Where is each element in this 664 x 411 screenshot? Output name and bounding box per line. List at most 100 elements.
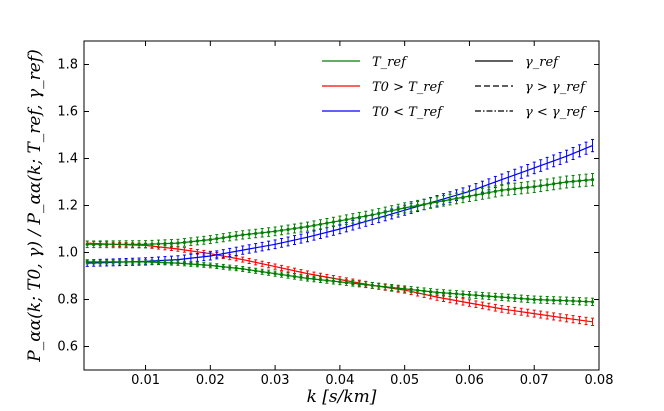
data-point — [92, 242, 96, 246]
data-point — [208, 263, 212, 268]
data-point — [195, 239, 199, 243]
data-point — [338, 280, 342, 284]
data-point — [454, 196, 459, 201]
data-point — [441, 199, 446, 203]
data-point — [493, 295, 497, 299]
data-point — [254, 231, 258, 236]
data-point — [111, 242, 115, 246]
data-point — [182, 240, 187, 244]
data-point — [370, 283, 374, 287]
legend-item: γ_ref — [475, 55, 560, 70]
data-point — [487, 294, 491, 298]
x-tick-label: 0.07 — [520, 373, 549, 388]
data-point — [409, 205, 413, 209]
data-point — [357, 215, 361, 219]
data-point — [390, 209, 394, 213]
data-point — [176, 241, 180, 245]
legend-item: T0 < T_ref — [322, 105, 444, 120]
data-point — [396, 207, 400, 211]
data-point — [267, 271, 271, 275]
data-point — [448, 291, 452, 295]
data-point — [539, 298, 543, 302]
data-point — [247, 268, 251, 272]
data-point — [500, 188, 504, 192]
data-point — [506, 296, 510, 300]
data-point — [195, 262, 199, 267]
data-point — [422, 202, 426, 206]
data-point — [312, 277, 316, 281]
series-line — [87, 145, 593, 264]
data-point — [150, 242, 154, 246]
y-tick-label: 1.4 — [57, 152, 78, 167]
data-point — [260, 231, 264, 235]
data-point — [292, 274, 297, 279]
data-point — [428, 290, 433, 294]
data-point — [163, 261, 167, 265]
data-point — [396, 286, 400, 290]
data-point — [519, 296, 523, 301]
data-point — [182, 261, 187, 266]
data-point — [441, 291, 446, 295]
data-point — [260, 270, 264, 274]
data-point — [558, 181, 562, 185]
data-point — [357, 282, 361, 286]
data-point — [351, 216, 355, 221]
data-point — [513, 296, 517, 300]
data-point — [552, 298, 556, 302]
data-point — [169, 261, 174, 265]
data-point — [552, 182, 556, 186]
data-point — [137, 242, 141, 246]
data-point — [558, 298, 562, 303]
data-point — [545, 298, 549, 302]
data-point — [364, 283, 368, 287]
data-point — [416, 203, 420, 208]
data-point — [318, 222, 323, 226]
data-point — [105, 242, 109, 246]
data-point — [377, 211, 381, 216]
data-point — [474, 293, 478, 297]
data-point — [299, 275, 303, 280]
data-point — [292, 226, 297, 231]
legend-label: T0 < T_ref — [372, 105, 444, 120]
legend-label: γ < γ_ref — [525, 105, 587, 120]
legend-label: γ_ref — [525, 55, 560, 70]
data-point — [124, 260, 128, 264]
data-point — [234, 266, 238, 270]
data-point — [331, 279, 336, 283]
series-2 — [85, 173, 595, 249]
y-tick-label: 1.6 — [57, 105, 78, 120]
legend: T_ref T0 > T_ref T0 < T_ref γ_ref γ > γ_ref γ… — [322, 55, 587, 120]
data-point — [247, 232, 251, 236]
data-point — [130, 242, 135, 246]
data-point — [409, 288, 413, 292]
legend-label: γ > γ_ref — [525, 80, 587, 95]
data-point — [325, 278, 329, 283]
data-point — [241, 267, 245, 271]
y-tick-label: 1.8 — [57, 58, 78, 73]
y-tick-label: 0.6 — [57, 340, 78, 355]
data-point — [221, 265, 225, 269]
data-point — [526, 297, 530, 301]
data-point — [571, 179, 575, 184]
x-tick-label: 0.08 — [585, 373, 614, 388]
y-tick-label: 1.2 — [57, 199, 78, 214]
data-point — [370, 213, 374, 217]
legend-item: γ < γ_ref — [475, 105, 587, 120]
data-point — [545, 183, 549, 187]
data-point — [286, 273, 290, 278]
legend-label: T_ref — [372, 55, 408, 70]
x-axis-label: k [s/km] — [307, 387, 377, 407]
legend-item: T_ref — [322, 55, 408, 70]
data-point — [299, 225, 303, 230]
data-point — [584, 178, 588, 182]
x-tick-label: 0.03 — [261, 373, 290, 388]
series-3 — [85, 259, 595, 307]
data-point — [279, 272, 284, 277]
data-point — [565, 180, 569, 184]
data-point — [208, 237, 212, 242]
y-axis-label: P_αα(k; T0, γ) / P_αα(k; T_ref, γ_ref) — [25, 49, 45, 363]
data-point — [234, 234, 238, 238]
legend-label: T0 > T_ref — [372, 80, 444, 95]
data-point — [85, 260, 89, 264]
data-point — [390, 285, 394, 290]
